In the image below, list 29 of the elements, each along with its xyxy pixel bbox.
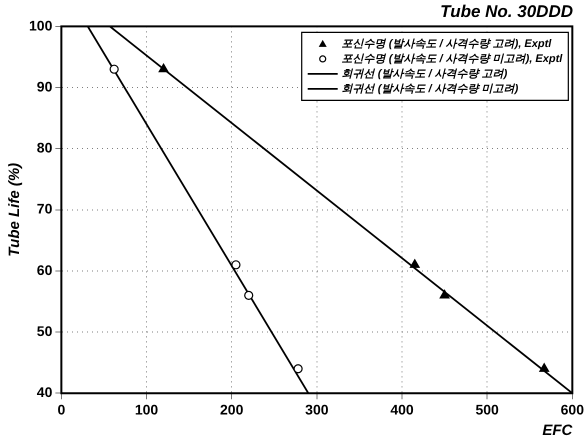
x-tick-label: 100	[134, 401, 158, 418]
chart-title: Tube No. 30DDD	[440, 2, 573, 21]
legend-label: 포신수명 (발사속도 / 사격수량 고려), Exptl	[342, 38, 552, 50]
x-tick-label: 600	[560, 401, 584, 418]
x-tick-label: 0	[57, 401, 66, 418]
y-tick-label: 100	[29, 17, 53, 34]
legend-label: 포신수명 (발사속도 / 사격수량 미고려), Exptl	[342, 52, 564, 65]
point	[539, 363, 550, 372]
legend-label: 회귀선 (발사속도 / 사격수량 미고려)	[342, 82, 519, 95]
x-tick-label: 500	[475, 401, 500, 418]
y-axis-title: Tube Life (%)	[6, 162, 24, 257]
y-tick-label: 50	[36, 322, 53, 339]
x-tick-label: 300	[305, 401, 329, 418]
point	[440, 290, 450, 298]
point	[410, 259, 420, 268]
x-axis-title: EFC	[542, 422, 574, 440]
point	[244, 290, 254, 300]
x-tick-label: 400	[390, 401, 414, 418]
y-tick-label: 70	[36, 200, 53, 217]
y-tick-label: 40	[36, 384, 53, 400]
point	[231, 260, 241, 270]
y-tick-label: 80	[36, 140, 53, 156]
point	[294, 364, 303, 374]
x-tick-label: 200	[220, 401, 244, 418]
legend-label: 회귀선 (발사속도 / 사격수량 고려)	[342, 68, 508, 80]
point	[110, 64, 119, 74]
point	[158, 64, 168, 72]
y-tick-label: 60	[36, 262, 53, 278]
y-tick-label: 90	[36, 78, 53, 94]
